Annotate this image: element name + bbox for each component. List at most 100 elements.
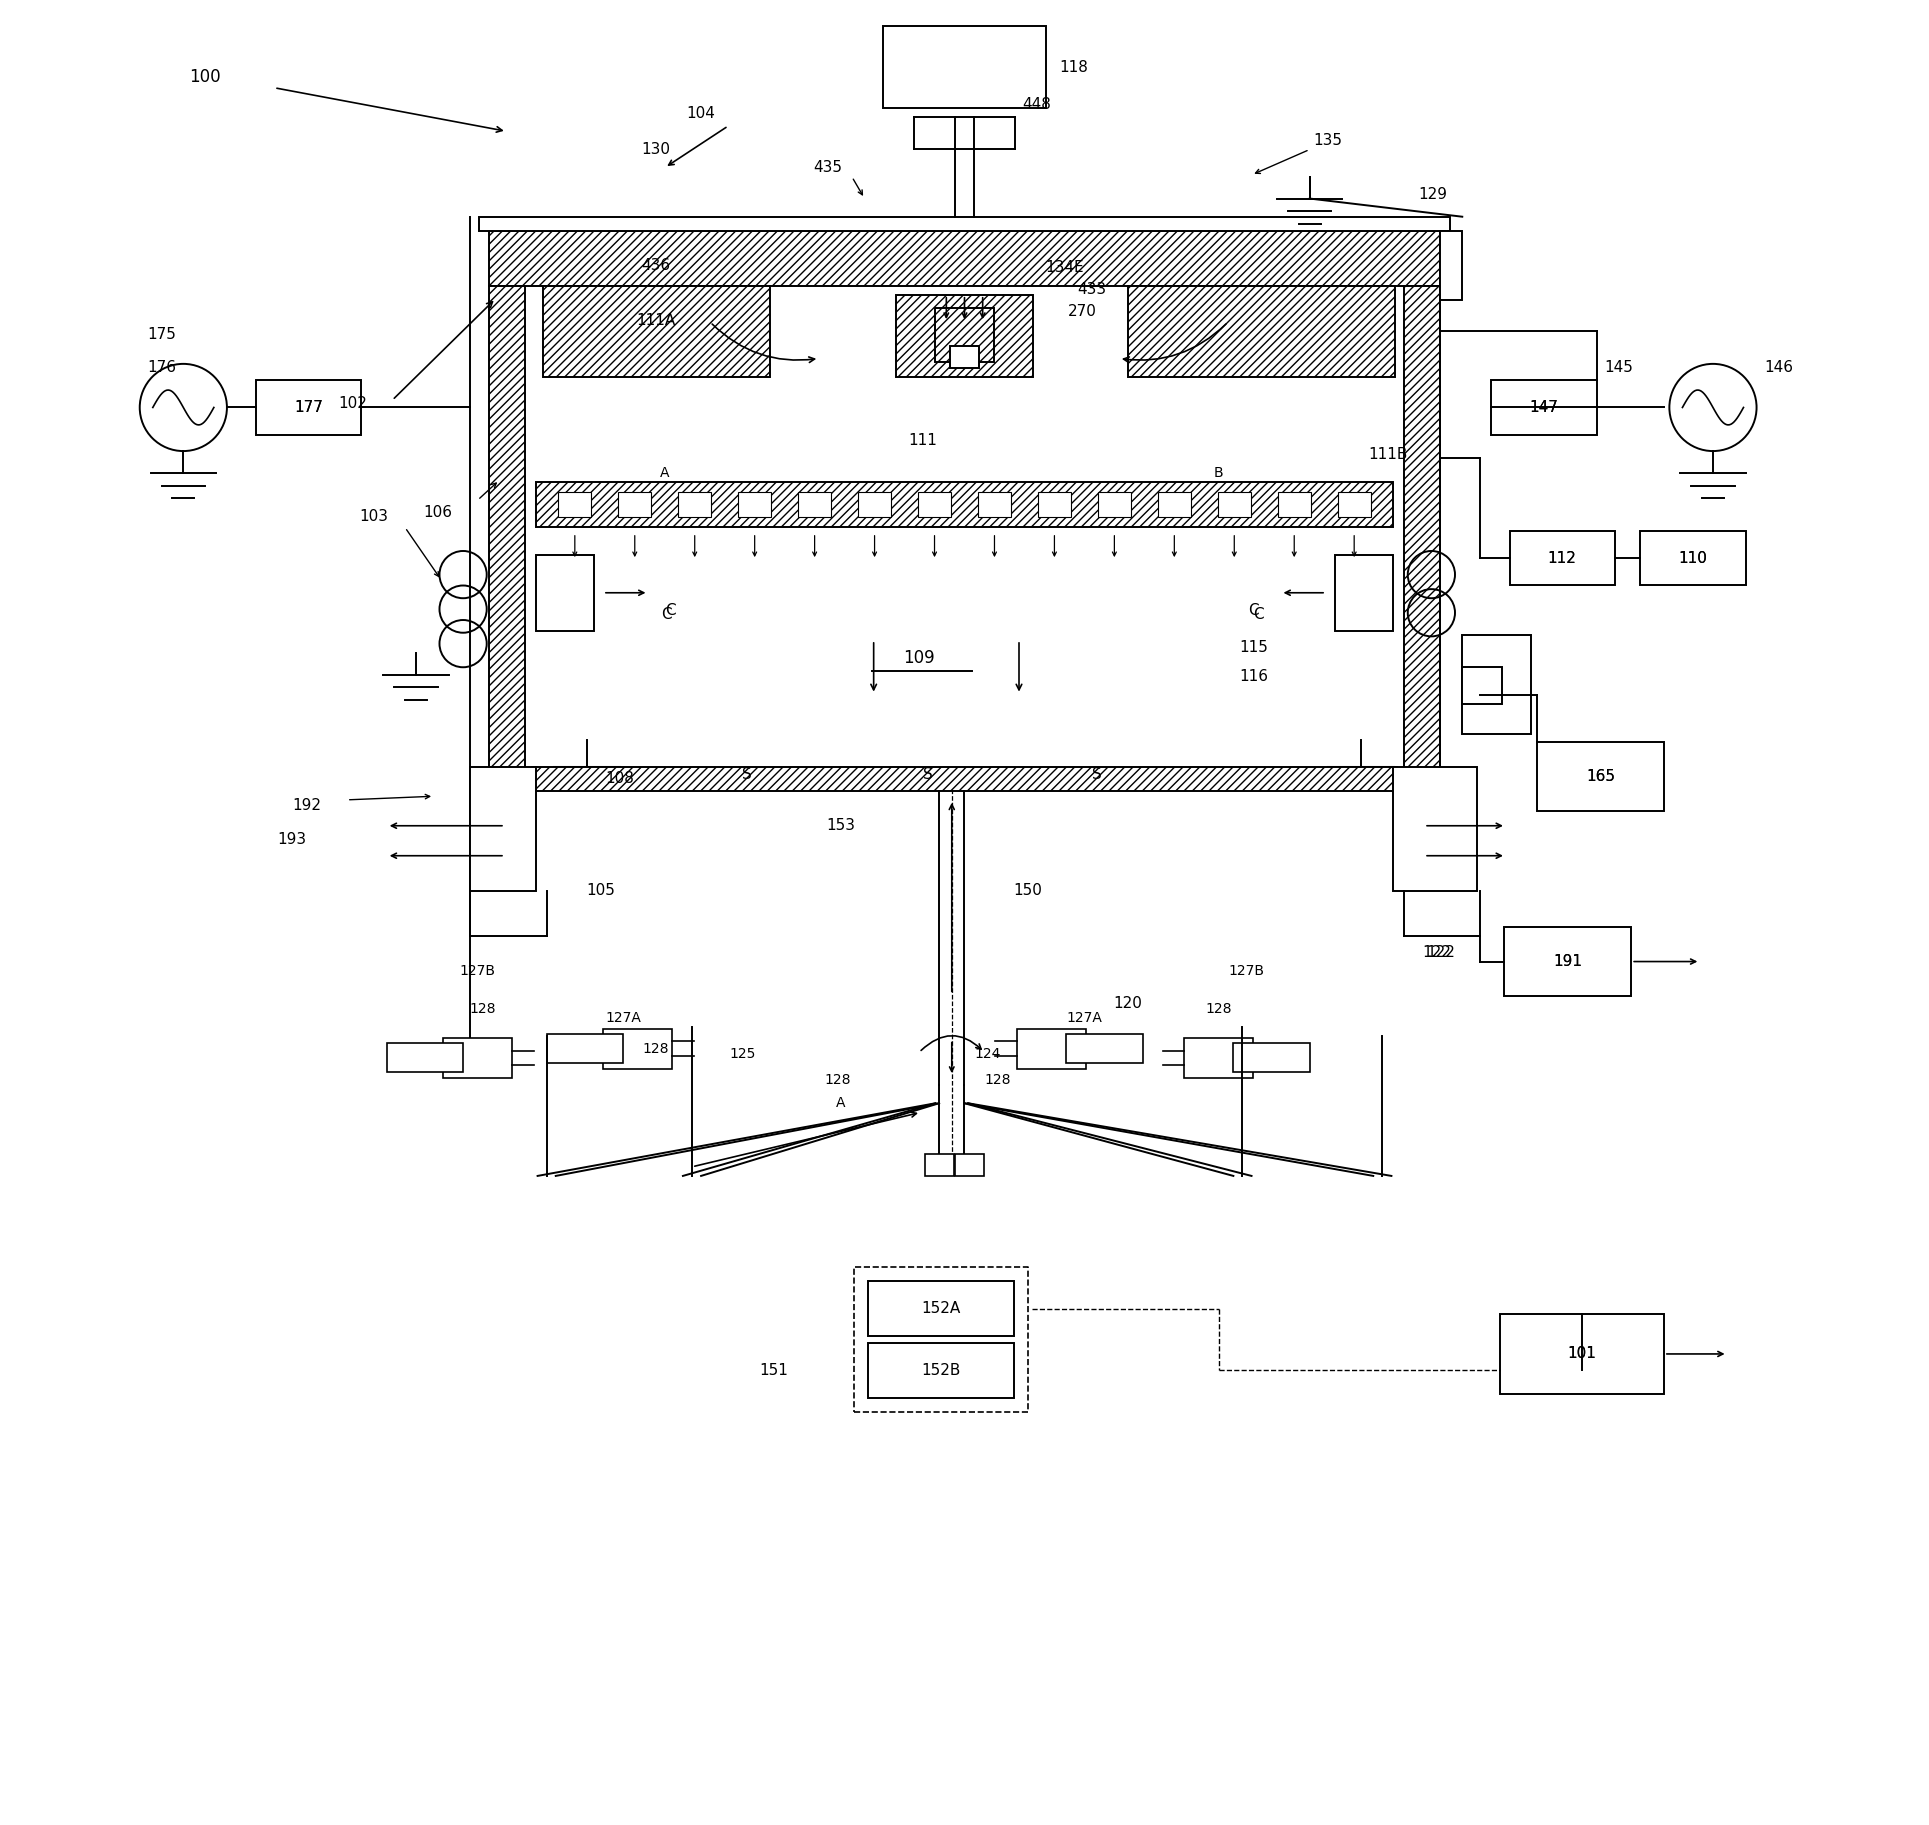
Text: 127A: 127A	[606, 1011, 640, 1026]
Text: 128: 128	[984, 1073, 1011, 1086]
Bar	[1277, 493, 1310, 516]
Bar	[949, 345, 980, 367]
Bar	[471, 766, 536, 891]
Text: 100: 100	[189, 68, 222, 86]
Bar	[546, 1035, 623, 1064]
Text: 147: 147	[1530, 400, 1559, 414]
Bar	[858, 493, 891, 516]
Bar	[1501, 1314, 1665, 1394]
Text: 101: 101	[1568, 1347, 1597, 1361]
Bar	[1038, 493, 1071, 516]
Bar	[868, 1281, 1013, 1336]
Bar	[1462, 635, 1532, 734]
Bar	[936, 308, 993, 361]
Text: 191: 191	[1553, 954, 1582, 969]
Bar	[536, 482, 1393, 527]
Bar	[883, 26, 1046, 108]
Text: 150: 150	[1013, 883, 1042, 898]
Text: 146: 146	[1763, 360, 1792, 374]
Text: 152B: 152B	[922, 1363, 961, 1378]
Text: 175: 175	[147, 327, 176, 343]
Text: 177: 177	[295, 400, 324, 414]
Text: 111B: 111B	[1368, 447, 1408, 462]
Bar	[604, 1029, 671, 1069]
Text: 103: 103	[359, 509, 388, 524]
Bar	[1404, 287, 1441, 794]
Bar	[532, 766, 1397, 790]
Bar	[1505, 927, 1632, 996]
Bar	[978, 493, 1011, 516]
Text: 122: 122	[1422, 945, 1451, 960]
Text: 165: 165	[1586, 768, 1615, 783]
Text: 176: 176	[147, 360, 176, 374]
Bar	[544, 287, 770, 376]
Bar	[924, 1153, 953, 1175]
Text: 116: 116	[1238, 668, 1267, 684]
Text: 153: 153	[826, 818, 855, 832]
Bar	[897, 296, 1032, 376]
Text: 191: 191	[1553, 954, 1582, 969]
Text: 147: 147	[1530, 400, 1559, 414]
Text: 111A: 111A	[637, 312, 675, 328]
Bar	[955, 1153, 984, 1175]
Text: 104: 104	[687, 106, 716, 120]
Text: S: S	[1092, 766, 1101, 781]
Text: 152A: 152A	[922, 1301, 961, 1316]
Bar	[1017, 1029, 1086, 1069]
Text: C: C	[1254, 608, 1263, 622]
Text: 192: 192	[293, 798, 322, 812]
Text: S: S	[924, 766, 934, 781]
Bar	[1441, 232, 1462, 301]
Text: 165: 165	[1586, 768, 1615, 783]
Bar	[1184, 1038, 1254, 1079]
Bar	[1491, 380, 1597, 434]
Bar	[799, 493, 831, 516]
Text: 125: 125	[729, 1048, 756, 1060]
Text: 120: 120	[1113, 996, 1142, 1011]
Bar	[1233, 1044, 1310, 1073]
Text: 105: 105	[586, 883, 615, 898]
Text: 134E: 134E	[1046, 261, 1084, 276]
Bar	[1510, 531, 1615, 586]
Bar	[257, 380, 361, 434]
Text: S: S	[741, 766, 752, 781]
Text: 118: 118	[1059, 60, 1088, 75]
Text: 108: 108	[606, 770, 635, 785]
Bar	[1067, 1035, 1142, 1064]
Bar	[536, 555, 594, 631]
Text: 110: 110	[1678, 551, 1707, 566]
Bar	[1537, 741, 1665, 810]
Text: 135: 135	[1314, 133, 1343, 148]
Bar	[1640, 531, 1746, 586]
Bar	[1339, 493, 1370, 516]
Text: 129: 129	[1418, 188, 1447, 203]
Text: 448: 448	[1022, 97, 1051, 111]
Text: 124: 124	[974, 1048, 1001, 1060]
Text: B: B	[1213, 465, 1223, 480]
Text: 102: 102	[338, 396, 367, 411]
Text: 193: 193	[278, 832, 307, 847]
Text: 436: 436	[640, 259, 669, 274]
Text: 435: 435	[814, 161, 843, 175]
Text: 128: 128	[471, 1002, 496, 1017]
Bar	[559, 493, 590, 516]
Text: 433: 433	[1076, 281, 1105, 297]
Text: 151: 151	[760, 1363, 789, 1378]
Text: 130: 130	[640, 142, 669, 157]
Text: 115: 115	[1238, 641, 1267, 655]
Text: 112: 112	[1547, 551, 1576, 566]
Bar	[1217, 493, 1250, 516]
Text: C: C	[662, 608, 671, 622]
Text: 110: 110	[1678, 551, 1707, 566]
Text: 109: 109	[903, 650, 936, 668]
Bar	[488, 287, 525, 794]
Bar	[388, 1044, 463, 1073]
Text: 128: 128	[1206, 1002, 1233, 1017]
Bar	[739, 493, 772, 516]
Text: 128: 128	[642, 1042, 669, 1055]
Bar	[1393, 766, 1478, 891]
Text: C: C	[666, 604, 675, 619]
Bar	[1462, 668, 1503, 704]
Bar	[868, 1343, 1013, 1398]
Bar	[918, 493, 951, 516]
